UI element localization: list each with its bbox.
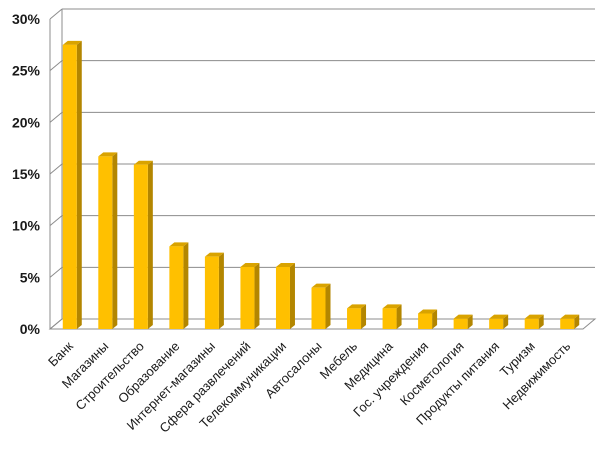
bar-front [204, 256, 219, 329]
bar [453, 314, 473, 329]
y-tick-label: 0% [20, 321, 41, 337]
bar-top [524, 314, 544, 319]
bar-front [62, 44, 77, 329]
bar [560, 314, 580, 329]
bar-top [453, 314, 473, 319]
bar [62, 40, 82, 329]
gridline-side [49, 266, 63, 278]
bar-top [347, 304, 367, 309]
bar-top [275, 263, 295, 267]
x-axis-ticks: БанкМагазиныСтроительствоОбразованиеИнте… [45, 338, 573, 436]
y-tick-label: 20% [12, 114, 41, 130]
bars [62, 40, 580, 329]
bar-top [489, 314, 509, 319]
x-tick-label: Банк [45, 338, 76, 369]
gridline-side [49, 215, 63, 227]
bar-top [98, 152, 118, 157]
bar-top [240, 263, 260, 267]
bar [133, 160, 153, 329]
gridlines [49, 8, 595, 330]
bar [347, 304, 367, 329]
bar-side [467, 314, 473, 329]
bar-side [254, 263, 260, 329]
bar-front [347, 308, 362, 329]
bar-front [489, 318, 504, 329]
bar-side [218, 252, 224, 329]
bar-side [76, 40, 82, 329]
bar-side [289, 263, 295, 329]
bar [382, 304, 402, 329]
bar-side [432, 309, 438, 329]
bar-side [112, 152, 118, 329]
y-tick-label: 15% [12, 166, 41, 182]
gridline-side [49, 8, 63, 20]
bar-side [574, 314, 580, 329]
bar-top [204, 252, 224, 257]
bar-top [311, 283, 331, 288]
bar [204, 252, 224, 329]
y-tick-label: 25% [12, 63, 41, 79]
axes [48, 9, 597, 330]
bar [311, 283, 331, 329]
bar [275, 263, 295, 329]
bar-side [396, 304, 402, 329]
bar-side [147, 160, 153, 329]
y-axis-ticks: 0% 5% 10% 15% 20% 25% 30% [12, 11, 41, 337]
bar [489, 314, 509, 329]
bar [524, 314, 544, 329]
y-tick-label: 5% [20, 269, 41, 285]
y-tick-label: 10% [12, 218, 41, 234]
bar [98, 152, 118, 329]
bar-front [275, 267, 290, 329]
bar [169, 242, 189, 329]
y-tick-label: 30% [12, 11, 41, 27]
bar-top [62, 40, 82, 45]
bar-side [361, 304, 367, 329]
bar-front [453, 318, 468, 329]
bar-top [169, 242, 189, 247]
gridline-side [49, 163, 63, 175]
bar-front [311, 287, 326, 329]
bar-top [382, 304, 402, 309]
gridline-side [49, 111, 63, 123]
bar-side [325, 283, 331, 329]
bar-front [382, 308, 397, 329]
bar-side [538, 314, 544, 329]
bar-front [98, 156, 113, 329]
bar-front [560, 318, 575, 329]
bar-top [418, 309, 438, 314]
bar [240, 263, 260, 329]
bar-front [524, 318, 539, 329]
bar-top [560, 314, 580, 319]
bar-top [133, 160, 153, 165]
bar-front [418, 313, 433, 329]
bar-side [183, 242, 189, 329]
bar-front [133, 164, 148, 329]
bar [418, 309, 438, 329]
bar-front [240, 267, 255, 329]
bar-front [169, 246, 184, 329]
chart-floor [48, 318, 597, 330]
bar-side [503, 314, 509, 329]
gridline-side [49, 60, 63, 72]
